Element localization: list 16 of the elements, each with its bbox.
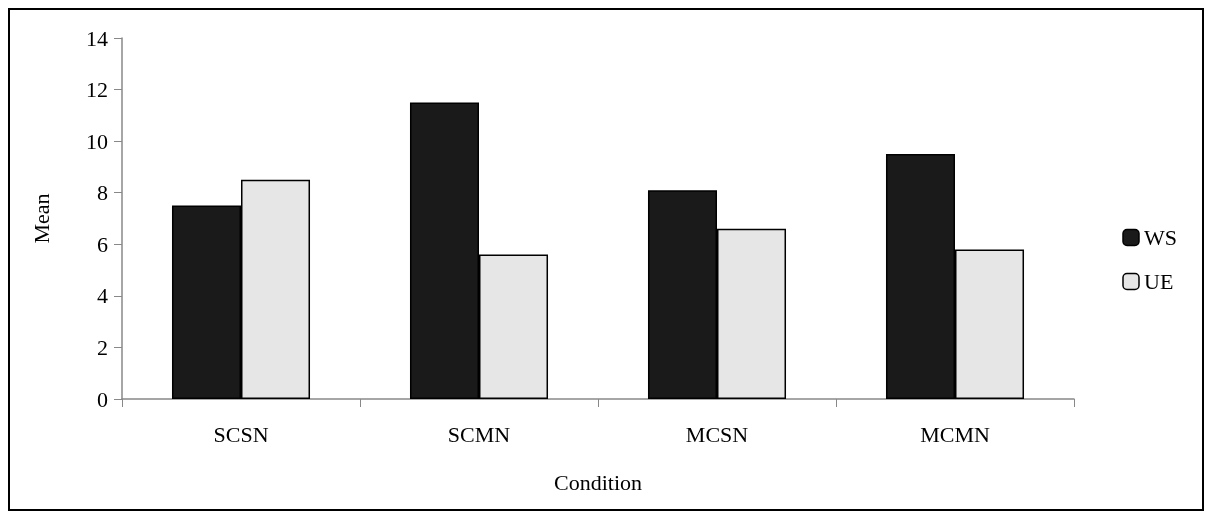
y-tick-label: 14 — [86, 25, 108, 51]
y-tick-label: 2 — [97, 334, 108, 360]
y-tick-label: 6 — [97, 231, 108, 257]
x-tick-label: MCMN — [920, 421, 990, 447]
y-tick-label: 10 — [86, 128, 108, 154]
x-tick-label: MCSN — [685, 421, 749, 447]
x-tick-label: SCMN — [447, 421, 511, 447]
y-tick-label: 8 — [97, 180, 108, 206]
y-tick-label: 12 — [86, 77, 108, 103]
legend-label: UE — [1144, 269, 1174, 294]
y-tick-label: 4 — [97, 283, 108, 309]
y-tick-label: 0 — [97, 386, 108, 412]
legend-label: WS — [1144, 225, 1177, 250]
x-tick-label: SCSN — [213, 421, 269, 447]
x-axis-title: Condition — [553, 469, 643, 495]
y-axis-title: Mean — [28, 193, 54, 244]
